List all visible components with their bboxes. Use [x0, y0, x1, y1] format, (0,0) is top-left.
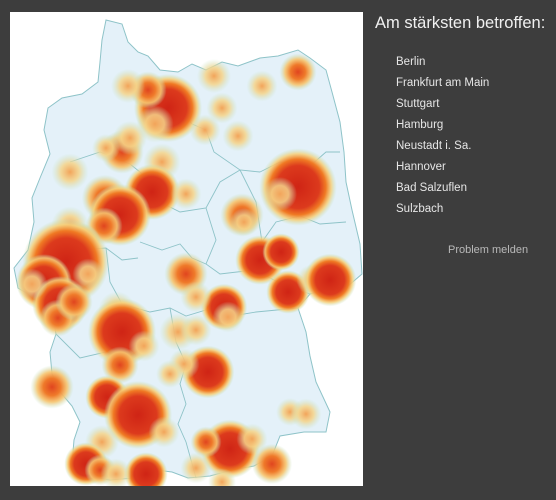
outage-hotspot	[30, 365, 74, 409]
outage-hotspot	[196, 58, 232, 94]
outage-hotspot	[246, 70, 278, 102]
outage-hotspot	[180, 452, 212, 484]
city-item-hamburg[interactable]: Hamburg	[396, 119, 444, 131]
report-problem-link[interactable]: Problem melden	[448, 244, 529, 256]
city-list: Berlin Frankfurt am Main Stuttgart Hambu…	[396, 52, 489, 220]
outage-hotspot	[236, 423, 268, 455]
sidebar: Am stärksten betroffen: Berlin Frankfurt…	[368, 0, 556, 500]
city-item-stuttgart[interactable]: Stuttgart	[396, 98, 440, 110]
outage-hotspot	[180, 314, 212, 346]
outage-hotspot	[92, 134, 120, 162]
heatmap-panel	[10, 12, 363, 486]
outage-hotspot	[170, 178, 202, 210]
outage-hotspot	[208, 468, 236, 486]
outage-hotspot	[251, 443, 293, 485]
germany-outage-map	[13, 19, 363, 486]
outage-hotspot	[16, 268, 48, 300]
outage-hotspot	[262, 233, 300, 271]
hotspot-layer	[16, 53, 357, 486]
outage-hotspot	[180, 281, 212, 313]
outage-hotspot	[279, 53, 317, 91]
outage-hotspot	[262, 176, 298, 212]
outage-hotspot	[212, 301, 244, 333]
state-border	[121, 303, 299, 317]
outage-hotspot	[51, 153, 89, 191]
outage-hotspot	[189, 114, 221, 146]
city-item-bad-salzuflen[interactable]: Bad Salzuflen	[396, 182, 467, 194]
outage-hotspot	[101, 346, 139, 384]
outage-hotspot	[100, 458, 132, 486]
outage-hotspot	[206, 92, 238, 124]
outage-hotspot	[290, 398, 322, 430]
outage-hotspot	[72, 258, 104, 290]
city-item-hannover[interactable]: Hannover	[396, 161, 446, 173]
city-item-frankfurt-am-main[interactable]: Frankfurt am Main	[396, 77, 490, 89]
sidebar-title: Am stärksten betroffen:	[375, 14, 546, 32]
outage-hotspot	[303, 253, 357, 307]
outage-hotspot	[230, 208, 258, 236]
outage-hotspot	[124, 452, 168, 486]
outage-hotspot	[110, 68, 146, 104]
city-item-neustadt-i-sa[interactable]: Neustadt i. Sa.	[396, 140, 472, 152]
outage-hotspot	[55, 283, 93, 321]
outage-hotspot	[190, 426, 222, 458]
outage-hotspot	[112, 120, 148, 156]
outage-hotspot	[156, 360, 184, 388]
outage-hotspot	[148, 416, 180, 448]
outage-hotspot	[128, 330, 160, 362]
outage-hotspot	[222, 120, 254, 152]
city-item-sulzbach[interactable]: Sulzbach	[396, 203, 444, 215]
city-item-berlin[interactable]: Berlin	[396, 56, 426, 68]
